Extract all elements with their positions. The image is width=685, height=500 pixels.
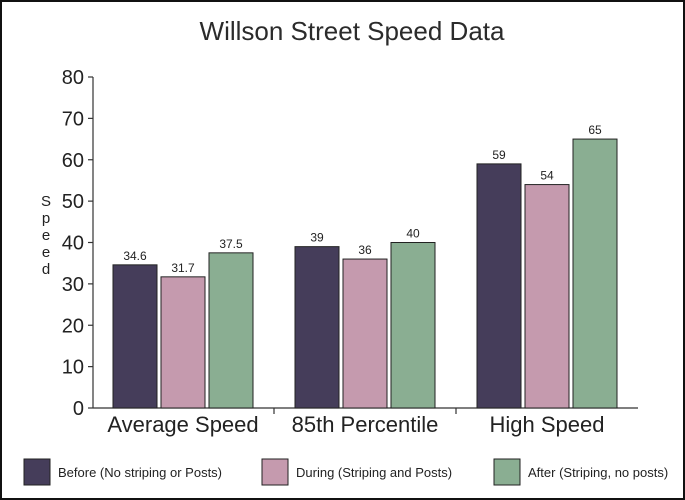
data-label: 36 [358,243,372,257]
legend-label: Before (No striping or Posts) [58,465,222,480]
category-label: High Speed [490,412,605,437]
y-tick-label: 60 [62,150,84,172]
bar [112,264,158,409]
category-label: Average Speed [107,412,258,437]
bar [160,276,206,409]
legend: Before (No striping or Posts) During (Str… [23,458,668,486]
bar [208,252,254,409]
y-tick-label: 20 [62,315,84,337]
y-tick-label: 70 [62,108,84,130]
legend-swatch [493,458,521,486]
data-label: 54 [540,169,554,183]
data-label: 40 [406,227,420,241]
y-tick-label: 80 [62,67,84,89]
data-label: 37.5 [219,237,243,251]
legend-label: During (Striping and Posts) [296,465,452,480]
y-tick-label: 30 [62,274,84,296]
bar [342,258,388,409]
y-tick-label: 0 [73,398,84,420]
y-tick-label: 40 [62,233,84,255]
data-label: 65 [588,123,602,137]
y-tick-label: 10 [62,357,84,379]
legend-swatch [261,458,289,486]
category-labels: Average Speed 85th Percentile High Speed [107,412,604,437]
category-label: 85th Percentile [292,412,439,437]
y-ticks: 0 10 20 30 40 50 60 70 80 [62,67,93,420]
data-label: 39 [310,231,324,245]
data-label: 34.6 [123,249,147,263]
x-ticks [273,408,457,414]
bar [524,184,570,409]
data-label: 59 [492,148,506,162]
bar [294,246,340,409]
data-label: 31.7 [171,261,195,275]
bars [112,138,618,409]
legend-swatch [23,458,51,486]
bar [476,163,522,409]
legend-label: After (Striping, no posts) [528,465,668,480]
bar [390,242,436,409]
y-tick-label: 50 [62,191,84,213]
data-labels: 34.6 31.7 37.5 39 36 40 59 54 65 [123,123,602,275]
bar [572,138,618,409]
chart-title: Willson Street Speed Data [200,16,505,46]
